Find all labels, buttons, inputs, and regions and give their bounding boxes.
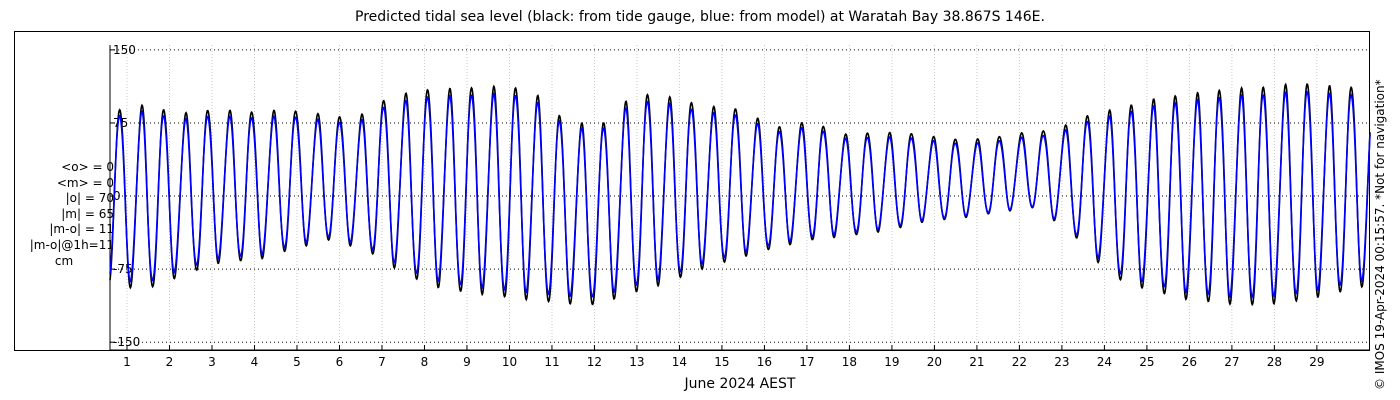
stat-abs-diff-1h: |m-o|@1h=11 [29,237,114,252]
stat-abs-model: |m| = 65 [61,206,114,221]
x-tick-label: 18 [842,355,857,369]
x-tick-label: 13 [629,355,644,369]
x-tick-label: 10 [502,355,517,369]
x-tick-label: 27 [1224,355,1239,369]
x-tick-label: 7 [378,355,386,369]
series-line-model [109,90,1371,299]
x-tick-label: 11 [544,355,559,369]
x-tick-label: 1 [123,355,131,369]
x-tick-label: 19 [884,355,899,369]
x-tick-label: 5 [293,355,301,369]
y-tick-label: 150 [113,43,136,57]
x-tick-label: 20 [927,355,942,369]
stat-unit: cm [54,253,74,268]
stat-mean-obs: <o> = 0 [61,160,114,174]
x-tick-label: 23 [1054,355,1069,369]
x-tick-label: 6 [336,355,344,369]
x-tick-label: 28 [1267,355,1282,369]
x-tick-label: 8 [421,355,429,369]
x-tick-label: 14 [672,355,687,369]
y-tick-label: -75 [113,262,133,276]
stat-abs-obs: |o| = 70 [65,191,114,206]
x-tick-label: 17 [799,355,814,369]
stat-abs-diff: |m-o| = 11 [49,222,114,237]
x-tick-label: 29 [1309,355,1324,369]
x-tick-label: 15 [714,355,729,369]
x-tick-label: 2 [166,355,174,369]
x-tick-label: 24 [1097,355,1112,369]
x-tick-label: 4 [251,355,259,369]
x-axis-label: June 2024 AEST [684,376,796,392]
x-tick-label: 12 [587,355,602,369]
x-tick-label: 25 [1139,355,1154,369]
stat-mean-model: <m> = 0 [56,175,114,190]
x-tick-label: 26 [1182,355,1197,369]
x-tick-label: 3 [208,355,216,369]
stats-panel: <o> = 0 <m> = 0 |o| = 70 |m| = 65 |m-o| … [14,160,114,269]
credit-text: © IMOS 19-Apr-2024 00:15:57. *Not for na… [1373,79,1387,390]
x-tick-label: 16 [757,355,772,369]
chart-title: Predicted tidal sea level (black: from t… [355,9,1045,25]
x-tick-label: 9 [463,355,471,369]
x-tick-label: 21 [969,355,984,369]
y-tick-label: 0 [113,189,121,203]
x-tick-label: 22 [1012,355,1027,369]
y-tick-label: -150 [113,335,140,349]
